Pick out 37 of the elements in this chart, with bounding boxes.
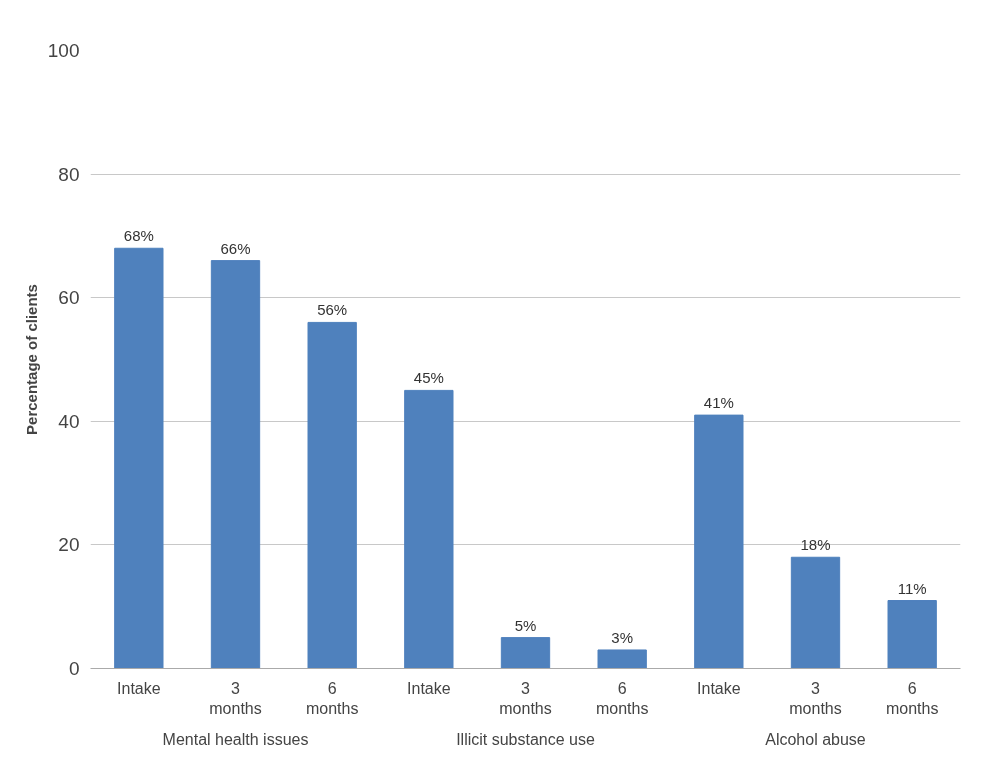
text: Alcohol abuse (765, 730, 866, 748)
x-tick-label: Intake (697, 679, 741, 697)
x-tick-label: 3 months (499, 679, 552, 717)
bar (694, 414, 744, 669)
y-axis-title: Percentage of clients (22, 284, 40, 435)
data-label: 66% (220, 239, 251, 257)
text: Illicit substance use (456, 730, 595, 748)
bar (887, 600, 937, 669)
bar (404, 389, 454, 669)
data-label: 41% (703, 394, 734, 412)
y-tick-label: 60 (58, 287, 80, 309)
data-label: 45% (413, 369, 444, 387)
x-tick-label: 6 months (305, 679, 359, 717)
bar (597, 649, 647, 669)
x-tick-label: 6 months (595, 679, 649, 717)
x-tick-label: 3 months (209, 679, 262, 717)
x-tick-label: Intake (117, 679, 161, 697)
text: Mental health issues (162, 730, 309, 748)
y-tick-label: 100 (47, 40, 80, 61)
x-tick-label: 3 months (789, 679, 842, 717)
bar (500, 637, 551, 669)
y-tick-label: 80 (58, 163, 80, 185)
data-label: 18% (800, 536, 831, 554)
y-tick-label: 40 (58, 410, 80, 432)
x-tick-label: 6 months (885, 679, 939, 717)
data-label: 11% (897, 579, 927, 597)
bar (307, 321, 357, 669)
data-label: 5% (514, 616, 537, 634)
bar (114, 247, 164, 669)
data-label: 56% (317, 301, 348, 319)
x-tick-label: Intake (407, 679, 451, 697)
data-label: 3% (611, 628, 634, 646)
bar (790, 556, 841, 669)
data-label: 68% (123, 227, 154, 245)
bar (210, 260, 261, 669)
y-tick-label: 20 (58, 534, 80, 556)
y-tick-label: 0 (68, 658, 80, 679)
